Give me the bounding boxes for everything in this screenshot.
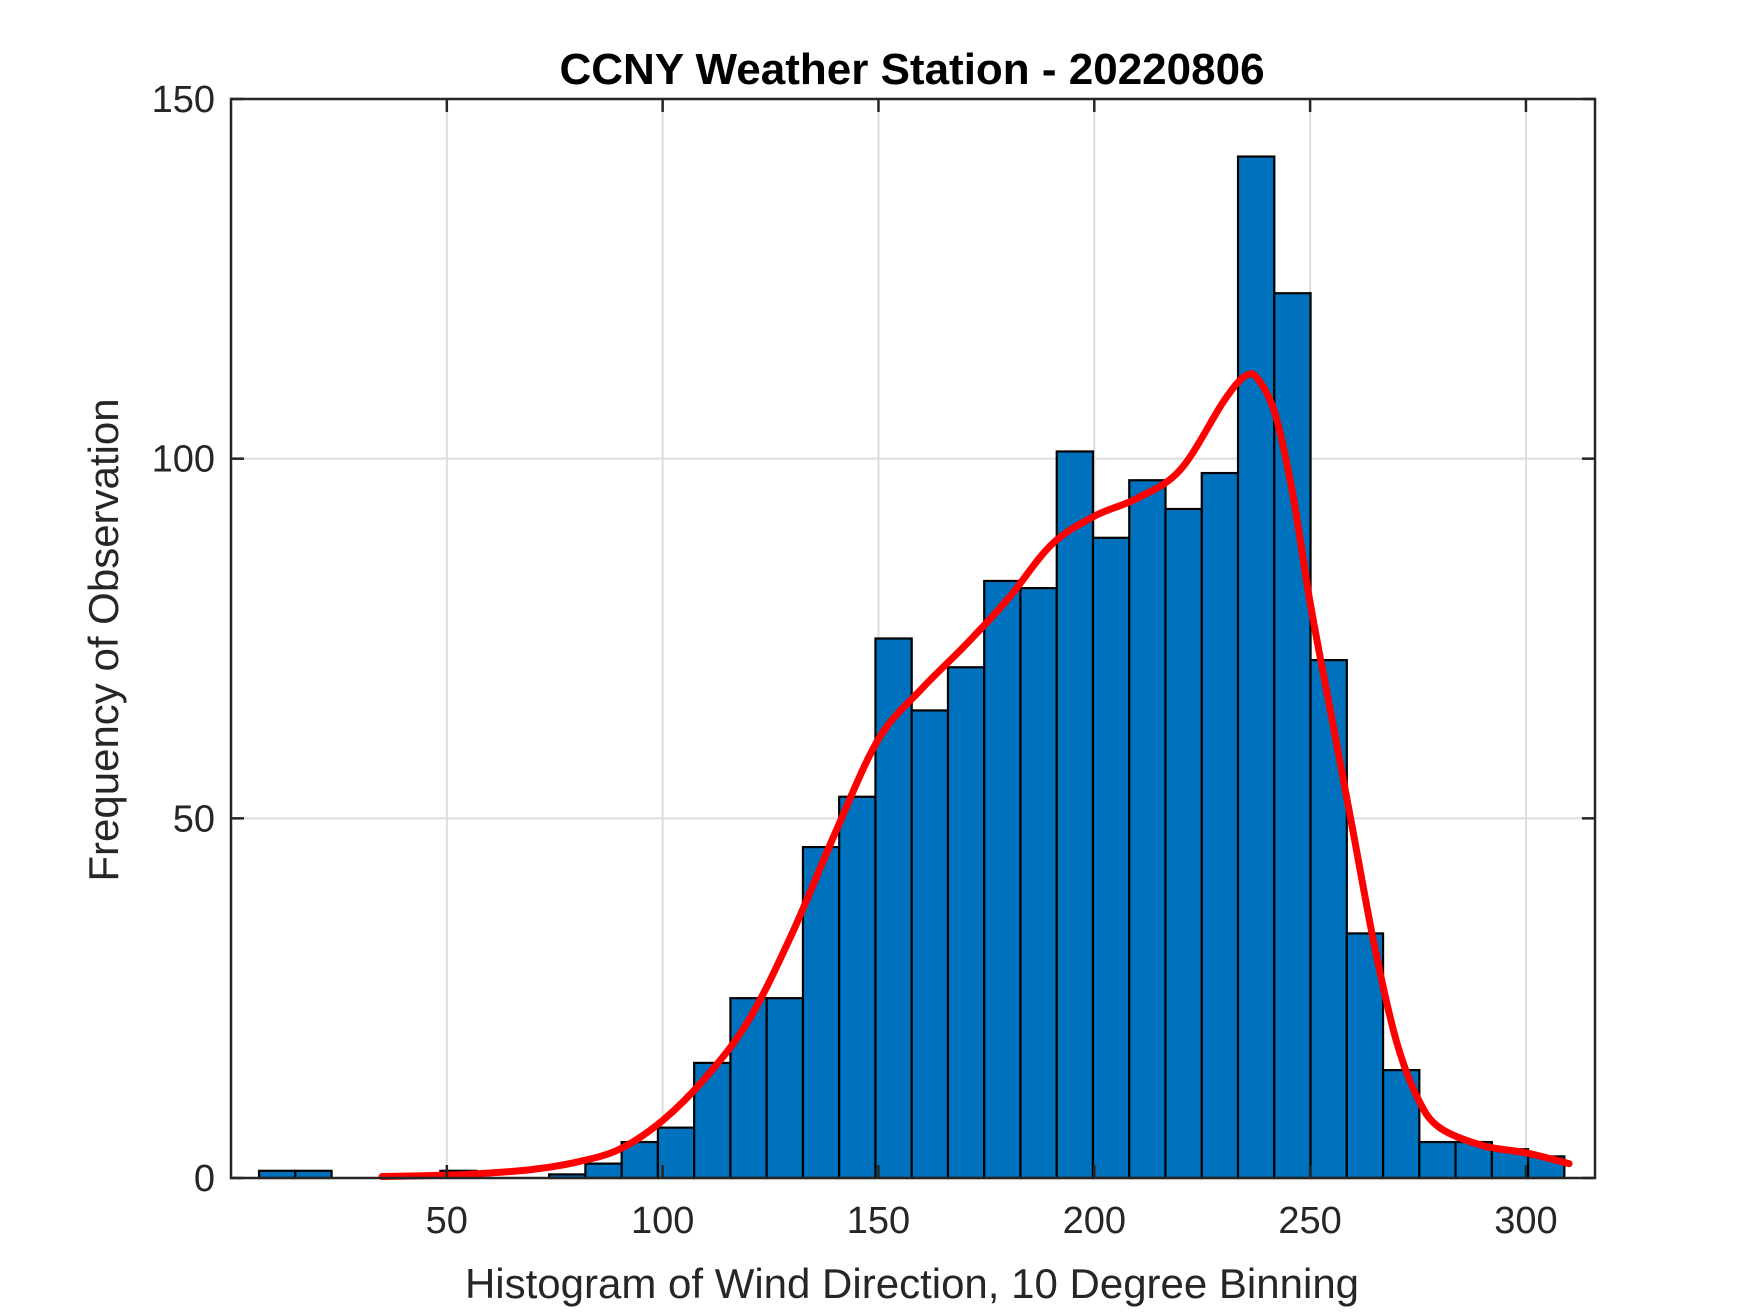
histogram-bar bbox=[1309, 658, 1348, 1180]
histogram-bar bbox=[1200, 471, 1240, 1180]
histogram-bar bbox=[1236, 155, 1276, 1180]
axes-box bbox=[229, 97, 1597, 1180]
histogram-bar bbox=[584, 1162, 623, 1180]
y-tick-label: 50 bbox=[173, 798, 215, 840]
y-tick-label: 0 bbox=[194, 1158, 215, 1200]
y-tick-labels: 0 50 100 150 bbox=[152, 79, 215, 1200]
x-tick-label: 100 bbox=[631, 1200, 694, 1242]
x-tick-label: 250 bbox=[1278, 1200, 1341, 1242]
y-tick-label: 150 bbox=[152, 79, 215, 121]
histogram-bar bbox=[1418, 1140, 1457, 1180]
histogram-bar bbox=[765, 997, 805, 1180]
distribution-fit-curve bbox=[378, 370, 1573, 1181]
histogram-bar bbox=[838, 795, 877, 1180]
histogram-bar bbox=[1164, 507, 1203, 1180]
x-tick-label: 300 bbox=[1494, 1200, 1557, 1242]
histogram-bar bbox=[983, 579, 1022, 1180]
histogram-bar bbox=[1091, 536, 1131, 1180]
x-tick-labels: 50 100 150 200 250 300 bbox=[426, 1200, 1558, 1242]
x-axis-label: Histogram of Wind Direction, 10 Degree B… bbox=[465, 1260, 1359, 1307]
x-tick-label: 200 bbox=[1063, 1200, 1126, 1242]
histogram-bar bbox=[620, 1140, 659, 1180]
axis-ticks bbox=[231, 97, 1595, 1180]
histogram-bar bbox=[1019, 587, 1058, 1180]
y-axis-label: Frequency of Observation bbox=[80, 398, 127, 881]
x-tick-label: 150 bbox=[847, 1200, 910, 1242]
histogram-bars bbox=[257, 155, 1566, 1180]
histogram-bar bbox=[1055, 450, 1095, 1180]
histogram-bar bbox=[946, 666, 986, 1180]
x-tick-label: 50 bbox=[426, 1200, 468, 1242]
y-tick-label: 100 bbox=[152, 439, 215, 481]
histogram-bar bbox=[1128, 479, 1167, 1180]
chart-title: CCNY Weather Station - 20220806 bbox=[559, 45, 1264, 94]
histogram-bar bbox=[910, 709, 950, 1180]
